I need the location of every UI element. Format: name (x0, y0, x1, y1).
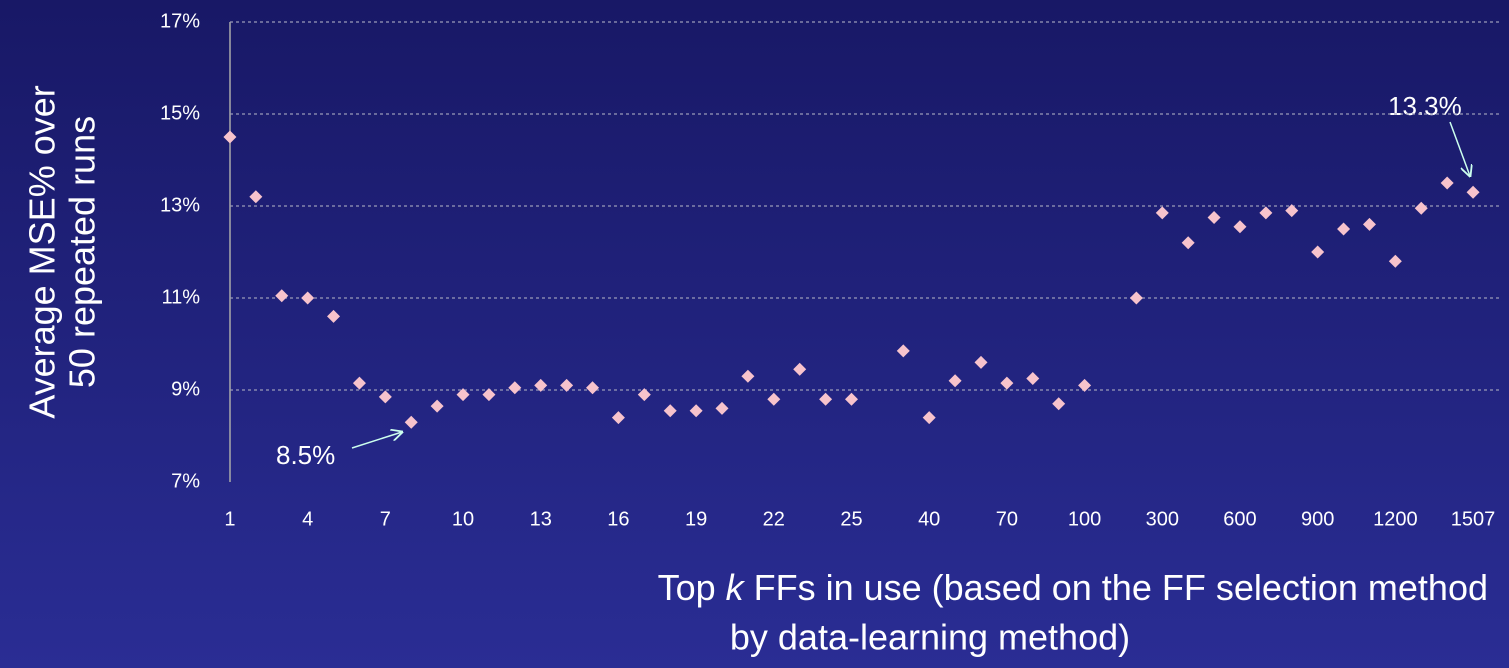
x-tick-label: 40 (918, 508, 940, 530)
point (1000, 376, 1014, 390)
x-tick-label: 7 (380, 508, 391, 530)
point (1285, 204, 1299, 218)
point (1440, 176, 1454, 190)
x-axis-title: Top k FFs in use (based on the FF select… (658, 567, 1488, 608)
x-axis-title-part: FFs in use (based on the FF selection me… (744, 567, 1488, 608)
point (715, 401, 729, 415)
point (1052, 397, 1066, 411)
x-tick-label: 19 (685, 508, 707, 530)
point (896, 344, 910, 358)
x-tick-label: 16 (607, 508, 629, 530)
y-tick-label: 7% (171, 470, 200, 492)
point (974, 355, 988, 369)
point (352, 376, 366, 390)
point (1337, 222, 1351, 236)
point (249, 190, 263, 204)
point (1207, 211, 1221, 224)
y-tick-label: 9% (171, 378, 200, 400)
x-tick-label: 25 (840, 508, 862, 530)
x-tick-label: 70 (996, 508, 1018, 530)
point (741, 369, 755, 383)
point (1026, 372, 1040, 385)
point (637, 388, 651, 402)
point (275, 289, 289, 303)
point (404, 415, 418, 429)
point (922, 411, 936, 425)
x-axis-title-part: Top (658, 567, 726, 608)
point (1181, 236, 1195, 250)
point (1466, 185, 1480, 199)
point (482, 388, 496, 402)
y-tick-label: 17% (160, 10, 200, 32)
point (456, 388, 470, 402)
point (1259, 206, 1273, 220)
y-tick-label: 15% (160, 102, 200, 124)
point (327, 309, 341, 323)
point (223, 130, 237, 144)
x-tick-label: 600 (1223, 508, 1256, 530)
x-tick-label: 13 (530, 508, 552, 530)
y-axis-title: Average MSE% over 50 repeated runs (22, 85, 103, 419)
point (948, 374, 962, 388)
point (508, 381, 522, 395)
point (1233, 220, 1247, 234)
point (1311, 245, 1325, 259)
y-tick-label: 13% (160, 194, 200, 216)
x-tick-label: 10 (452, 508, 474, 530)
x-tick-label: 4 (302, 508, 313, 530)
y-tick-label: 11% (161, 286, 200, 308)
y-axis-title-line: Average MSE% over (22, 85, 63, 419)
point (663, 404, 677, 418)
point (767, 392, 781, 406)
point (793, 362, 807, 376)
point (378, 390, 392, 404)
x-axis-title-part: k (726, 567, 746, 608)
annotation: 13.3% (1388, 91, 1462, 121)
x-tick-label: 900 (1301, 508, 1334, 530)
x-tick-label: 22 (763, 508, 785, 530)
point (1129, 291, 1143, 305)
point (301, 291, 315, 305)
annotation-arrow (1449, 121, 1470, 176)
point (560, 378, 574, 392)
y-axis-title-line: 50 repeated runs (62, 116, 103, 388)
point (1078, 378, 1092, 392)
x-tick-label: 300 (1146, 508, 1179, 530)
annotation-arrow (351, 432, 402, 449)
point (1362, 217, 1376, 231)
x-axis-title: by data-learning method) (730, 617, 1130, 658)
point (819, 392, 833, 406)
point (586, 381, 600, 395)
point (611, 411, 625, 425)
point (534, 378, 548, 392)
point (689, 404, 703, 418)
point (1155, 206, 1169, 220)
point (845, 392, 858, 406)
point (430, 399, 444, 413)
point (1388, 254, 1402, 268)
x-tick-label: 100 (1068, 508, 1101, 530)
x-tick-label: 1507 (1451, 508, 1496, 530)
point (1414, 201, 1428, 215)
annotation: 8.5% (276, 440, 335, 470)
x-tick-label: 1 (224, 508, 235, 530)
x-tick-label: 1200 (1373, 508, 1418, 530)
